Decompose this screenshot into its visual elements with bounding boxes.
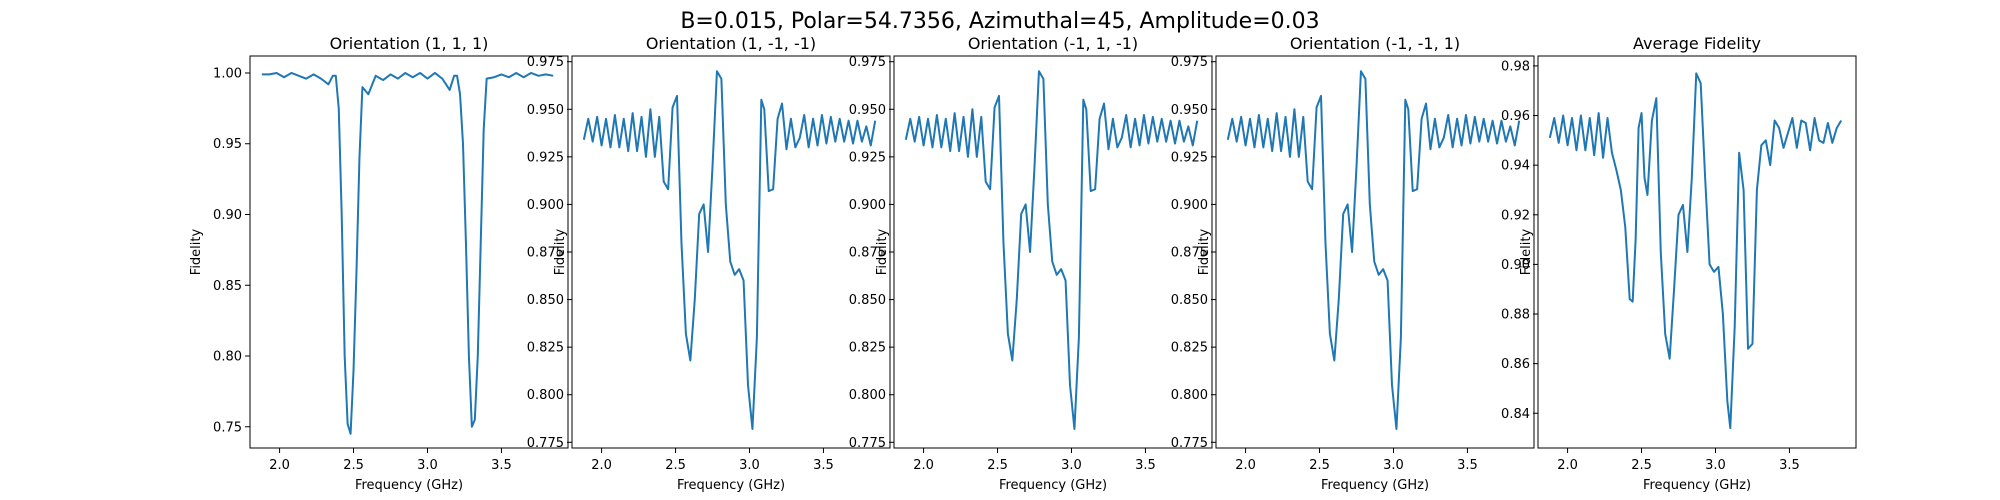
y-tick-label: 0.825	[1171, 341, 1208, 356]
y-axis-label: Fidelity	[1197, 228, 1212, 275]
x-tick-label: 3.0	[417, 458, 438, 473]
y-tick-label: 1.00	[213, 66, 242, 81]
y-tick-label: 0.875	[849, 246, 886, 261]
y-tick-label: 0.925	[1171, 150, 1208, 165]
y-tick-label: 0.775	[1171, 436, 1208, 451]
chart-panel-1: Orientation (1, 1, 1) 2.0 2.5 3.0 3.5 0.75 0.8…	[189, 34, 569, 493]
y-tick-label: 0.900	[527, 198, 564, 213]
x-tick-label: 2.5	[1631, 458, 1652, 473]
y-tick-label: 0.900	[1171, 198, 1208, 213]
y-axis-label: Fidelity	[1519, 228, 1534, 275]
y-tick-label: 0.95	[213, 137, 242, 152]
panel-title: Orientation (-1, 1, -1)	[968, 34, 1138, 53]
y-tick-label: 0.85	[213, 279, 242, 294]
y-tick-label: 0.975	[1171, 55, 1208, 70]
y-tick-label: 0.850	[527, 293, 564, 308]
x-tick-label: 3.5	[1135, 458, 1156, 473]
y-tick-label: 0.98	[1501, 59, 1530, 74]
x-axis-label: Frequency (GHz)	[1643, 478, 1751, 493]
x-tick-label: 3.0	[1383, 458, 1404, 473]
y-tick-label: 0.75	[213, 420, 242, 435]
y-tick-label: 0.875	[1171, 246, 1208, 261]
y-tick-label: 0.925	[849, 150, 886, 165]
y-tick-label: 0.925	[527, 150, 564, 165]
x-tick-label: 3.5	[813, 458, 834, 473]
y-tick-label: 0.975	[527, 55, 564, 70]
axes-frame	[249, 55, 569, 449]
y-tick-label: 0.96	[1501, 109, 1530, 124]
y-tick-label: 0.88	[1501, 308, 1530, 323]
y-tick-label: 0.875	[527, 246, 564, 261]
series-line	[904, 70, 1199, 430]
y-tick-label: 0.92	[1501, 208, 1530, 223]
y-tick-label: 0.800	[527, 388, 564, 403]
y-axis-label: Fidelity	[875, 228, 890, 275]
x-axis-label: Frequency (GHz)	[1321, 478, 1429, 493]
y-tick-label: 0.800	[849, 388, 886, 403]
y-axis-label: Fidelity	[553, 228, 568, 275]
x-tick-label: 2.5	[343, 458, 364, 473]
y-tick-label: 0.775	[527, 436, 564, 451]
y-tick-label: 0.94	[1501, 159, 1530, 174]
y-tick-label: 0.80	[213, 350, 242, 365]
y-tick-label: 0.850	[849, 293, 886, 308]
y-tick-label: 0.950	[849, 103, 886, 118]
chart-panel-4: Orientation (-1, -1, 1) 2.0 2.5 3.0 3.5 0.775…	[1171, 34, 1535, 493]
y-tick-label: 0.775	[849, 436, 886, 451]
x-tick-label: 3.5	[1457, 458, 1478, 473]
panel-title: Orientation (-1, -1, 1)	[1290, 34, 1460, 53]
axes-frame	[571, 55, 891, 449]
panel-title: Average Fidelity	[1633, 34, 1761, 53]
axes-frame	[893, 55, 1213, 449]
chart-panel-3: Orientation (-1, 1, -1) 2.0 2.5 3.0 3.5 0.775…	[849, 34, 1213, 493]
x-tick-label: 2.5	[1309, 458, 1330, 473]
x-tick-label: 2.0	[913, 458, 934, 473]
y-tick-label: 0.825	[849, 341, 886, 356]
x-tick-label: 3.0	[739, 458, 760, 473]
x-tick-label: 2.0	[269, 458, 290, 473]
x-axis-label: Frequency (GHz)	[677, 478, 785, 493]
y-tick-label: 0.950	[1171, 103, 1208, 118]
series-line	[1548, 72, 1843, 430]
chart-panel-2: Orientation (1, -1, -1) 2.0 2.5 3.0 3.5 0.775…	[527, 34, 891, 493]
series-line	[1226, 70, 1521, 430]
x-tick-label: 2.0	[1557, 458, 1578, 473]
x-tick-label: 2.5	[665, 458, 686, 473]
x-axis-label: Frequency (GHz)	[355, 478, 463, 493]
panel-title: Orientation (1, 1, 1)	[330, 34, 489, 53]
axes-frame	[1537, 55, 1857, 449]
x-tick-label: 3.5	[1779, 458, 1800, 473]
y-tick-label: 0.800	[1171, 388, 1208, 403]
y-tick-label: 0.975	[849, 55, 886, 70]
x-axis-label: Frequency (GHz)	[999, 478, 1107, 493]
axes-frame	[1215, 55, 1535, 449]
x-tick-label: 3.0	[1061, 458, 1082, 473]
y-tick-label: 0.900	[849, 198, 886, 213]
y-axis-label: Fidelity	[189, 228, 204, 275]
series-line	[261, 71, 554, 435]
x-tick-label: 2.5	[987, 458, 1008, 473]
series-line	[582, 70, 877, 430]
x-tick-label: 2.0	[591, 458, 612, 473]
x-tick-label: 2.0	[1235, 458, 1256, 473]
y-tick-label: 0.825	[527, 341, 564, 356]
y-tick-label: 0.950	[527, 103, 564, 118]
x-tick-label: 3.0	[1705, 458, 1726, 473]
y-tick-label: 0.84	[1501, 407, 1530, 422]
y-tick-label: 0.850	[1171, 293, 1208, 308]
y-tick-label: 0.90	[1501, 258, 1530, 273]
y-tick-label: 0.90	[213, 208, 242, 223]
chart-panel-5: Average Fidelity 2.0 2.5 3.0 3.5 0.84 0.86 0.88…	[1501, 34, 1857, 493]
figure-title: B=0.015, Polar=54.7356, Azimuthal=45, Am…	[680, 9, 1319, 34]
y-tick-label: 0.86	[1501, 357, 1530, 372]
panel-title: Orientation (1, -1, -1)	[646, 34, 816, 53]
x-tick-label: 3.5	[491, 458, 512, 473]
